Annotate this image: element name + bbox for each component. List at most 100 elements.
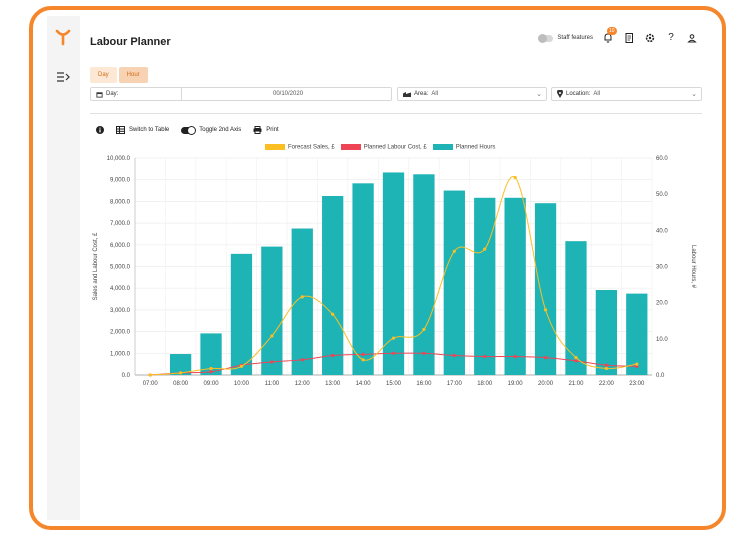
x-tick-label: 11:00 (265, 381, 280, 387)
divider (90, 113, 702, 114)
x-tick-label: 09:00 (204, 381, 220, 387)
bar-planned-hours (595, 290, 618, 375)
y2-tick-label: 10.0 (656, 337, 668, 343)
point-labour-cost (300, 358, 304, 362)
point-forecast-sales (422, 327, 426, 332)
bar-planned-hours (443, 190, 465, 375)
y-tick-label: 10,000.0 (107, 156, 131, 162)
app-window: Labour Planner Staff features 10 ? Day H… (29, 6, 726, 530)
x-tick-label: 15:00 (386, 381, 402, 387)
legend-label: Planned Hours (455, 144, 496, 151)
point-labour-cost (270, 360, 274, 364)
location-label: Location: (566, 91, 591, 97)
page-title: Labour Planner (90, 36, 171, 48)
x-tick-label: 12:00 (295, 381, 311, 387)
user-icon[interactable] (686, 32, 698, 44)
location-select[interactable]: Location: All ⌄ (551, 87, 702, 101)
legend-swatch (265, 144, 285, 150)
point-labour-cost (331, 353, 335, 358)
date-divider (181, 88, 182, 100)
toggle-2nd-axis[interactable]: Toggle 2nd Axis (181, 125, 242, 135)
area-icon (403, 91, 411, 97)
bell-icon[interactable]: 10 (602, 27, 617, 44)
x-tick-label: 14:00 (356, 381, 372, 387)
y-tick-label: 7,000.0 (110, 221, 131, 227)
line-forecast-sales (150, 176, 637, 376)
switch-table-button[interactable]: Switch to Table (116, 126, 169, 134)
point-forecast-sales (361, 358, 365, 362)
table-icon (116, 126, 125, 134)
point-forecast-sales (483, 247, 487, 251)
tab-day[interactable]: Day (90, 67, 117, 83)
chart-legend: Forecast Sales, £ Planned Labour Cost, £… (265, 144, 495, 151)
x-tick-label: 19:00 (508, 381, 524, 387)
printer-icon (253, 126, 262, 134)
bar-planned-hours (382, 172, 405, 375)
tab-hour[interactable]: Hour (118, 67, 148, 83)
legend-item-sales[interactable]: Forecast Sales, £ (265, 144, 335, 151)
chevron-down-icon: ⌄ (536, 91, 542, 98)
logo-icon (55, 29, 71, 46)
point-labour-cost (422, 351, 426, 355)
point-forecast-sales (604, 366, 608, 371)
staff-features-toggle[interactable]: Staff features (538, 33, 593, 43)
print-button[interactable]: Print (253, 126, 279, 134)
point-labour-cost (361, 352, 365, 356)
point-forecast-sales (543, 308, 548, 312)
view-tabs: Day Hour (90, 67, 148, 83)
point-forecast-sales (574, 356, 578, 360)
day-label: Day: (106, 91, 119, 97)
point-labour-cost (209, 370, 213, 374)
header-actions: Staff features 10 ? (538, 27, 698, 44)
y-tick-label: 4,000.0 (110, 286, 131, 292)
point-forecast-sales (209, 366, 213, 371)
y2-tick-label: 50.0 (656, 192, 668, 198)
legend-item-hours[interactable]: Planned Hours (432, 144, 496, 151)
bar-planned-hours (322, 195, 344, 375)
gear-icon[interactable] (644, 32, 656, 44)
point-forecast-sales (239, 364, 244, 368)
x-tick-label: 20:00 (538, 381, 554, 387)
y2-tick-label: 60.0 (656, 156, 668, 162)
point-forecast-sales (300, 295, 304, 299)
y-tick-label: 9,000.0 (110, 178, 131, 184)
point-labour-cost (513, 354, 517, 359)
toggle-switch[interactable] (181, 125, 197, 135)
info-button[interactable] (96, 126, 104, 134)
y-tick-label: 5,000.0 (110, 265, 131, 271)
collapse-menu-icon[interactable] (57, 72, 71, 82)
switch-table-label: Switch to Table (129, 127, 170, 133)
y-axis-title: Sales and Labour Cost, £ (93, 232, 99, 300)
y2-tick-label: 0.0 (656, 373, 665, 379)
x-tick-label: 07:00 (143, 381, 159, 387)
chevron-down-icon: ⌄ (691, 91, 697, 98)
bar-planned-hours (352, 183, 374, 375)
help-icon[interactable]: ? (668, 32, 674, 43)
y2-tick-label: 30.0 (656, 265, 668, 271)
area-select[interactable]: Area: All ⌄ (397, 87, 547, 101)
staff-features-label: Staff features (557, 35, 593, 41)
point-labour-cost (574, 359, 578, 363)
point-labour-cost (452, 353, 456, 358)
point-forecast-sales (452, 249, 456, 253)
bar-planned-hours (230, 253, 253, 375)
print-label: Print (266, 127, 279, 133)
point-labour-cost (543, 356, 548, 360)
y-tick-label: 3,000.0 (110, 308, 131, 314)
filter-bar: Day: 00/10/2020 Area: All ⌄ Location: Al… (90, 87, 702, 101)
legend-item-labour[interactable]: Planned Labour Cost, £ (340, 144, 427, 151)
x-tick-label: 21:00 (568, 381, 584, 387)
bar-planned-hours (169, 354, 192, 375)
sidebar (47, 16, 80, 520)
date-picker[interactable]: Day: 00/10/2020 (90, 87, 392, 101)
point-labour-cost (391, 351, 396, 355)
toggle-axis-label: Toggle 2nd Axis (199, 127, 242, 133)
bar-planned-hours (626, 293, 648, 375)
date-value: 00/10/2020 (273, 91, 304, 97)
toggle-switch[interactable] (538, 33, 554, 43)
document-icon[interactable] (623, 32, 635, 44)
point-labour-cost (604, 363, 608, 367)
legend-label: Forecast Sales, £ (288, 144, 335, 151)
area-label: Area: (414, 91, 429, 97)
bar-planned-hours (534, 203, 557, 375)
